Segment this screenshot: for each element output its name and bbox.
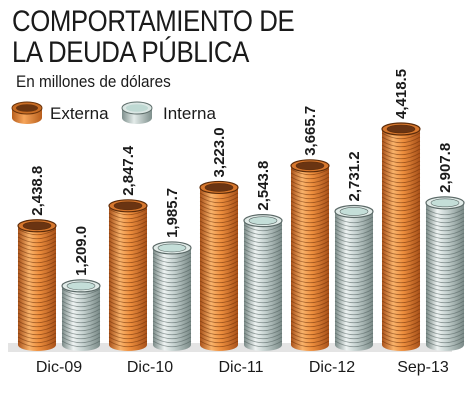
value-label-interna-sep-13: 2,907.8 [437,143,454,193]
bar-interna-dic-12 [334,204,374,351]
value-label-interna-dic-11: 2,543.8 [255,161,272,211]
bar-externa-dic-12 [290,159,330,351]
legend-item-externa: Externa [10,98,120,126]
chart-title-line-2: LA DEUDA PÚBLICA [12,36,249,69]
value-label-externa-sep-13: 4,418.5 [393,69,410,119]
chart-title-line-1: COMPORTAMIENTO DE [12,5,295,38]
bar-interna-dic-10 [152,241,192,351]
x-tick-label-dic-11: Dic-11 [218,359,263,376]
chart-subtitle: En millones de dólares [16,72,171,91]
x-tick-label-dic-10: Dic-10 [127,359,173,376]
legend-label-externa: Externa [50,104,109,123]
bar-interna-dic-11 [243,214,283,351]
value-label-externa-dic-12: 3,665.7 [302,106,319,156]
bar-interna-dic-09 [61,279,101,351]
x-tick-label-dic-09: Dic-09 [36,359,82,376]
value-label-interna-dic-12: 2,731.2 [346,151,363,201]
bar-externa-sep-13 [381,122,421,351]
coin-stack-icon-interna [121,101,153,124]
value-label-externa-dic-09: 2,438.8 [29,166,46,216]
coin-stack-icon-externa [11,101,43,124]
x-tick-label-sep-13: Sep-13 [397,359,449,376]
value-label-interna-dic-09: 1,209.0 [73,226,90,276]
legend-item-interna: Interna [120,98,230,126]
bar-externa-dic-09 [17,219,57,351]
value-label-interna-dic-10: 1,985.7 [164,188,181,238]
value-label-externa-dic-10: 2,847.4 [120,145,137,196]
chart-title: COMPORTAMIENTO DE LA DEUDA PÚBLICA [12,5,295,69]
value-label-externa-dic-11: 3,223.0 [211,127,228,177]
bar-externa-dic-11 [199,180,239,351]
x-tick-label-dic-12: Dic-12 [309,359,355,376]
bar-interna-sep-13 [425,196,465,351]
legend-label-interna: Interna [163,104,216,123]
bar-externa-dic-10 [108,199,148,351]
